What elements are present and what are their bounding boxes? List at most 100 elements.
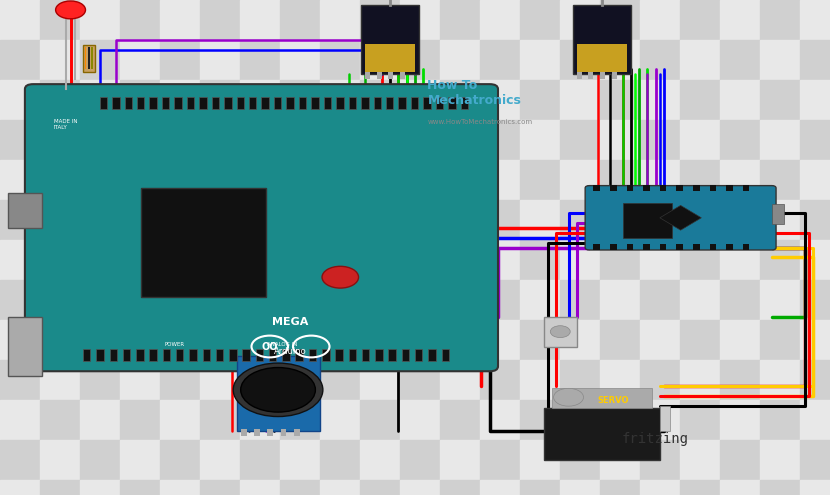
Bar [720,200,760,240]
Bar [0,320,40,360]
Bar [200,40,240,80]
Bar [480,80,520,120]
Bar [610,244,617,250]
Bar [40,400,80,440]
Bar [600,480,640,495]
Bar [520,440,560,480]
Bar [40,240,80,280]
Bar [360,480,400,495]
Bar [480,240,520,280]
Bar [800,320,830,360]
Bar [760,120,800,160]
Bar [360,440,400,480]
Bar [120,360,160,400]
Bar [520,0,560,40]
Bar [440,0,480,40]
Bar [800,440,830,480]
Bar [40,440,80,480]
Bar [149,97,157,109]
Bar [361,5,419,74]
Bar [720,120,760,160]
Text: OO: OO [261,342,278,351]
Bar [388,72,393,79]
Bar [85,47,86,69]
Bar [80,200,120,240]
Bar [643,185,650,191]
Bar [360,200,400,240]
Bar [80,320,120,360]
Bar [0,400,40,440]
Bar [693,244,700,250]
Bar [600,400,640,440]
Bar [680,480,720,495]
Bar [203,349,210,361]
Bar [320,0,360,40]
Bar [286,97,294,109]
Bar [440,160,480,200]
Bar [440,440,480,480]
Bar [800,80,830,120]
Bar [295,349,303,361]
Bar [520,480,560,495]
Bar [162,97,169,109]
Bar [240,400,280,440]
Bar [280,0,320,40]
FancyBboxPatch shape [25,84,498,371]
Bar [160,480,200,495]
Bar [720,80,760,120]
Bar [294,429,300,436]
Bar [772,204,784,224]
Bar [760,200,800,240]
Bar [141,188,266,297]
Bar [0,80,40,120]
Bar [280,360,320,400]
Bar [800,480,830,495]
Bar [200,80,240,120]
Bar [577,72,582,79]
Bar [274,97,281,109]
Bar [80,440,120,480]
Bar [280,480,320,495]
Bar [163,349,170,361]
Bar [160,280,200,320]
Text: SERVO: SERVO [598,396,629,405]
Bar [800,280,830,320]
Bar [212,97,219,109]
Text: MEGA: MEGA [272,317,309,327]
Bar [640,160,680,200]
Bar [720,0,760,40]
Bar [743,185,749,191]
Bar [8,317,42,376]
Bar [80,480,120,495]
Bar [440,480,480,495]
Bar [415,349,422,361]
Bar [365,72,370,79]
Bar [280,160,320,200]
Circle shape [233,363,323,416]
Bar [640,320,680,360]
Bar [40,0,80,40]
Bar [80,120,120,160]
Text: fritzing: fritzing [622,432,689,446]
Bar [520,40,560,80]
Bar [627,185,633,191]
Bar [680,360,720,400]
Bar [640,0,680,40]
Bar [120,160,160,200]
Bar [80,160,120,200]
Bar [160,320,200,360]
Text: Arduino: Arduino [274,347,307,356]
Bar [0,120,40,160]
Bar [240,160,280,200]
Bar [640,400,680,440]
Circle shape [322,266,359,288]
Bar [322,349,330,361]
Bar [660,406,670,431]
Bar [240,320,280,360]
Text: POWER: POWER [164,342,184,346]
Bar [361,97,369,109]
Bar [480,40,520,80]
Bar [480,480,520,495]
Bar [800,160,830,200]
Bar [269,349,276,361]
